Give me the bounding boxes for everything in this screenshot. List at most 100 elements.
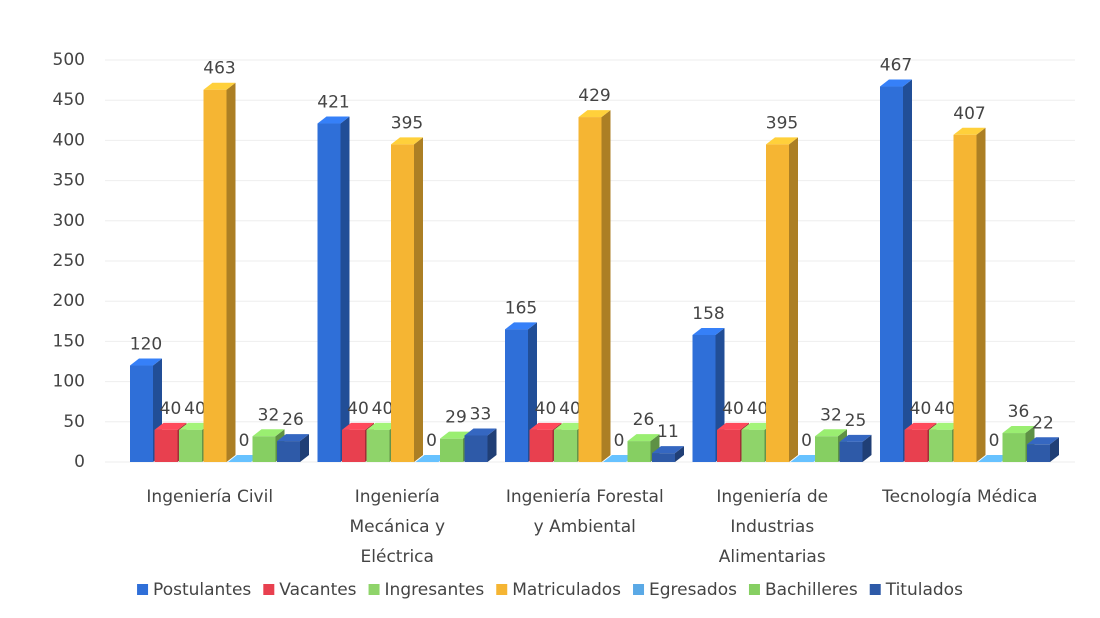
- legend-swatch: [869, 584, 881, 595]
- legend-swatch: [748, 584, 760, 595]
- bar-top: [505, 322, 537, 330]
- legend-label: Postulantes: [153, 580, 251, 600]
- bar: [839, 441, 863, 462]
- bar: [130, 365, 153, 462]
- data-label: 120: [130, 335, 162, 355]
- bar: [252, 436, 276, 462]
- bar-top: [1002, 426, 1035, 434]
- bar-top: [252, 429, 285, 437]
- bar: [953, 134, 977, 462]
- data-label: 407: [953, 104, 985, 124]
- legend-label: Bachilleres: [765, 580, 858, 600]
- data-label: 0: [989, 431, 1000, 451]
- bar-side: [300, 434, 309, 462]
- data-label: 158: [692, 304, 724, 324]
- bar-top: [978, 455, 1010, 462]
- bar: [464, 435, 488, 462]
- y-tick-label: 50: [63, 412, 85, 432]
- bar: [578, 117, 602, 463]
- data-label: 463: [203, 59, 235, 79]
- data-label: 32: [258, 405, 280, 425]
- data-label: 40: [747, 399, 769, 419]
- bar-top: [815, 429, 847, 437]
- bar: [529, 429, 553, 462]
- data-label: 40: [160, 399, 182, 419]
- bar-top: [578, 110, 611, 118]
- bar-side: [976, 127, 986, 462]
- legend-label: Matriculados: [512, 580, 621, 600]
- data-label: 33: [470, 404, 492, 424]
- bar-top: [1027, 437, 1059, 445]
- bar-top: [440, 431, 472, 439]
- y-tick-label: 450: [53, 90, 85, 110]
- bar-side: [601, 110, 611, 463]
- bar-side: [414, 137, 423, 463]
- bar-side: [226, 82, 236, 463]
- x-tick-label: Ingeniería Mecánica y Eléctrica: [349, 487, 446, 567]
- data-label: 40: [910, 399, 932, 419]
- bar-side: [487, 428, 497, 462]
- legend-label: Egresados: [649, 580, 737, 600]
- data-label: 395: [391, 113, 423, 133]
- legend-label: Ingresantes: [385, 580, 485, 600]
- bar-top: [627, 434, 660, 442]
- bar-top: [741, 422, 774, 430]
- data-label: 40: [559, 399, 581, 419]
- bar-top: [766, 137, 798, 145]
- bar: [929, 429, 952, 462]
- bar-top: [464, 428, 497, 436]
- bar: [815, 436, 838, 462]
- bar: [627, 441, 651, 462]
- y-tick-label: 400: [53, 130, 85, 150]
- bar: [440, 438, 463, 462]
- legend-swatch: [137, 584, 149, 595]
- bar-top: [130, 358, 162, 366]
- bar: [717, 429, 740, 462]
- data-label: 26: [282, 410, 304, 430]
- bar-top: [203, 82, 236, 90]
- bar-top: [154, 422, 187, 430]
- bar-side: [862, 434, 872, 462]
- bar-top: [277, 434, 309, 442]
- y-tick-label: 500: [53, 50, 85, 70]
- data-label: 25: [845, 411, 867, 431]
- bar: [880, 86, 903, 463]
- bar: [366, 429, 390, 462]
- bar-side: [340, 116, 350, 463]
- legend-swatch: [633, 584, 645, 595]
- data-label: 40: [934, 399, 956, 419]
- x-tick-label: Tecnología Médica: [882, 487, 1038, 507]
- bar: [1027, 444, 1050, 462]
- data-label: 467: [880, 56, 912, 76]
- data-label: 36: [1008, 402, 1030, 422]
- bar-top: [554, 422, 586, 430]
- x-tick-label: Ingeniería Civil: [146, 487, 274, 507]
- data-label: 165: [505, 298, 537, 318]
- bar: [652, 453, 675, 462]
- bar-top: [415, 455, 448, 462]
- bar-top: [179, 422, 211, 430]
- bar: [505, 329, 528, 462]
- legend-swatch: [496, 584, 508, 595]
- bar-side: [1050, 437, 1059, 462]
- bar: [179, 429, 202, 462]
- bar-top: [603, 455, 635, 462]
- legend-swatch: [263, 584, 275, 595]
- bar: [766, 144, 789, 463]
- y-tick-label: 300: [53, 211, 85, 231]
- data-label: 40: [535, 399, 557, 419]
- data-label: 40: [372, 399, 394, 419]
- data-label: 395: [766, 113, 798, 133]
- bar-top: [880, 79, 912, 87]
- bar: [1002, 433, 1026, 462]
- bar: [554, 429, 577, 462]
- data-label: 11: [657, 422, 679, 442]
- bar-side: [903, 79, 912, 463]
- bar-top: [391, 137, 423, 145]
- bar-top: [790, 455, 823, 462]
- data-label: 421: [317, 93, 349, 113]
- bar-top: [904, 422, 937, 430]
- bar-top: [342, 422, 374, 430]
